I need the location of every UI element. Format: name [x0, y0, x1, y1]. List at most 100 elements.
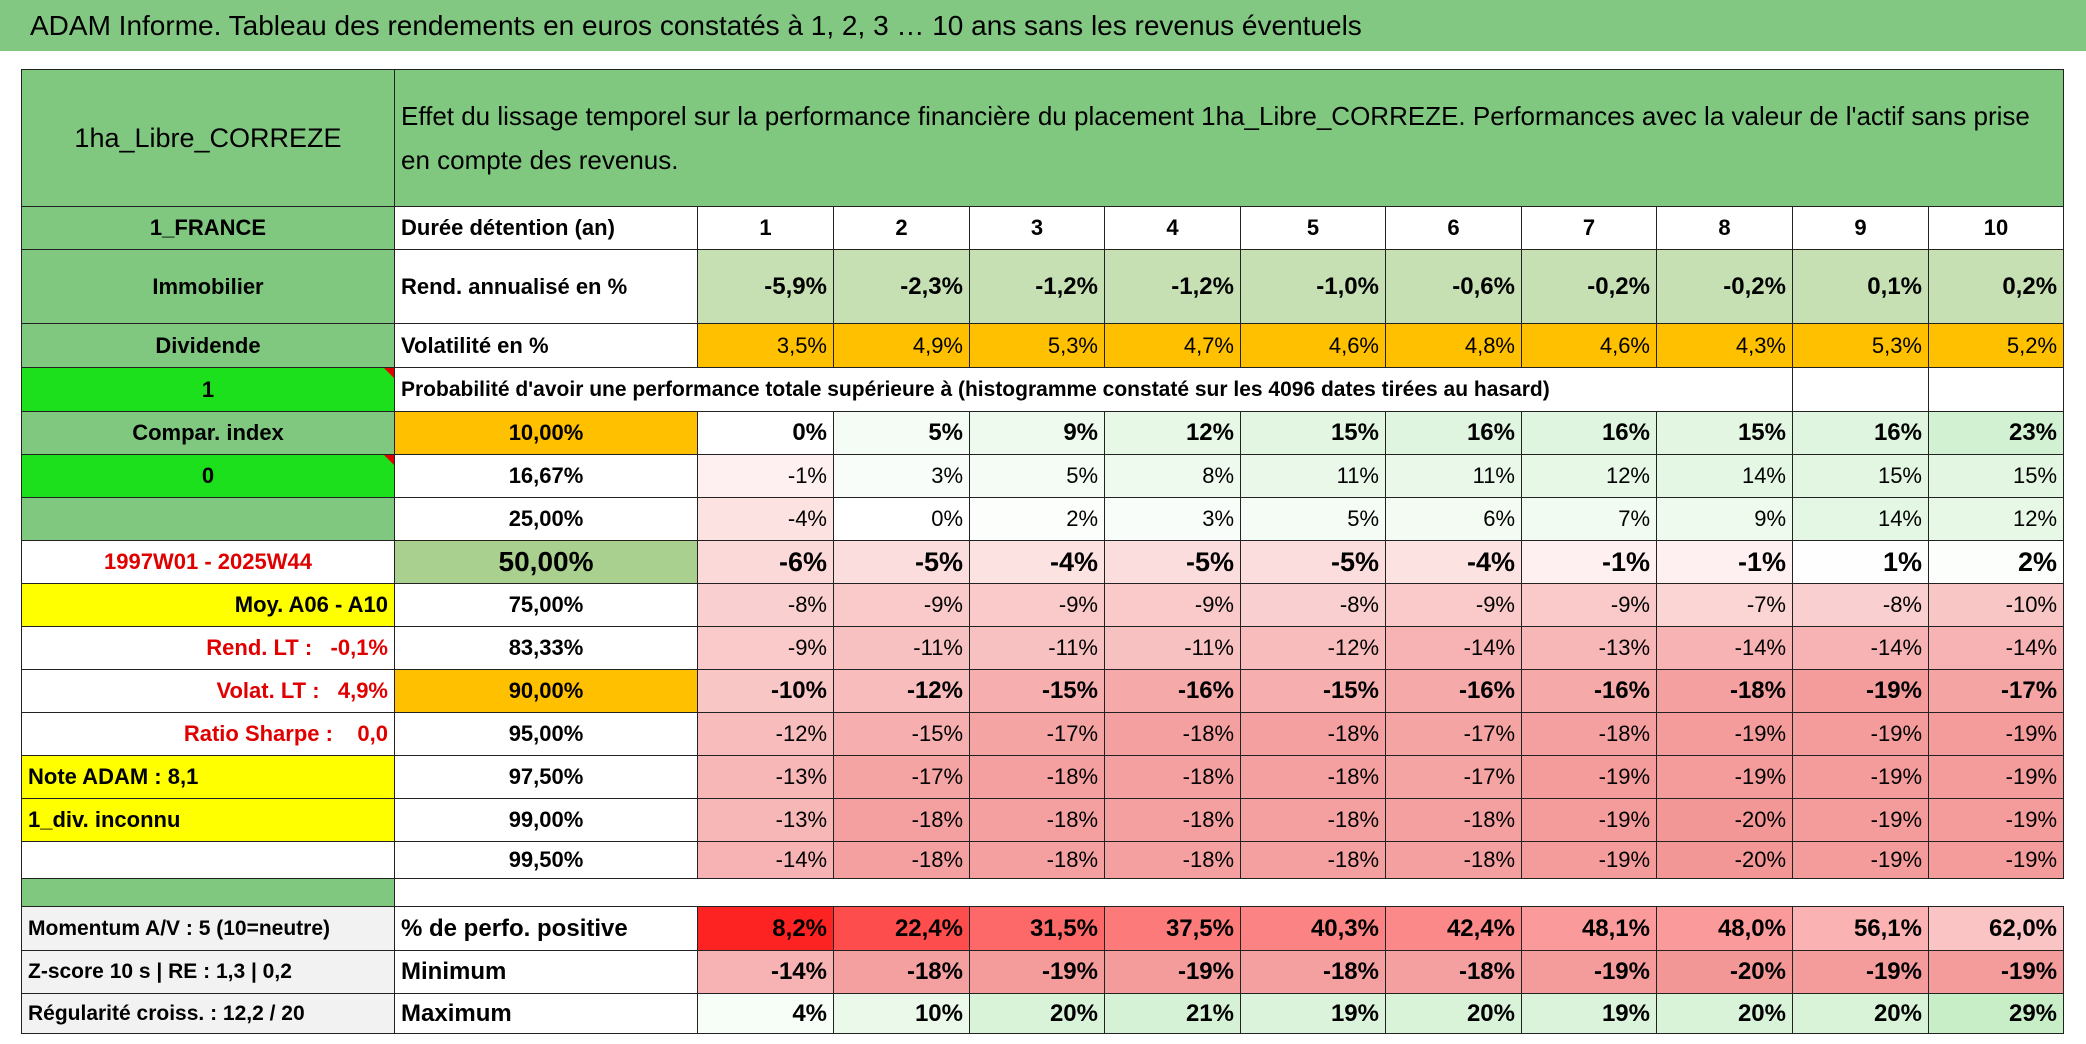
value-cell: 5% — [969, 454, 1105, 498]
value-cell: -1,2% — [1104, 249, 1241, 324]
value-cell: 2 — [833, 206, 970, 250]
value-cell: -6% — [697, 540, 834, 584]
table-row: Immobilier Rend. annualisé en % -5,9% -2,3%… — [21, 249, 2065, 324]
value-cell: 11% — [1385, 454, 1522, 498]
value-cell: 9 — [1792, 206, 1929, 250]
value-cell: -19% — [1792, 712, 1929, 756]
value-cell: -18% — [833, 950, 970, 994]
row-label: 1997W01 - 2025W44 — [21, 540, 395, 584]
value-cell: -19% — [1927, 841, 2065, 879]
value-cell: 15% — [1656, 411, 1793, 455]
row-label: 1_FRANCE — [21, 206, 395, 250]
table-row: Note ADAM : 8,1 97,50% -13% -17% -18% -18% -18… — [21, 755, 2065, 799]
row-caption: 75,00% — [394, 583, 698, 627]
value-cell: -14% — [1927, 626, 2065, 670]
row-label: Immobilier — [21, 249, 395, 324]
table-row: Z-score 10 s | RE : 1,3 | 0,2 Minimum -14%… — [21, 950, 2065, 994]
value-cell: -8% — [1792, 583, 1929, 627]
value-cell: -0,2% — [1656, 249, 1793, 324]
row-caption: 95,00% — [394, 712, 698, 756]
empty-cell — [1792, 367, 1929, 412]
value-cell: 5,3% — [969, 323, 1105, 368]
value-cell: -20% — [1656, 950, 1793, 994]
value-cell: -14% — [1385, 626, 1522, 670]
value-cell: -1,2% — [969, 249, 1105, 324]
row-label: Rend. LT : -0,1% — [21, 626, 395, 670]
corner-label: 1ha_Libre_CORREZE — [21, 69, 395, 207]
value-cell: 5 — [1240, 206, 1386, 250]
value-cell: -18% — [1104, 755, 1241, 799]
value-cell: -11% — [1104, 626, 1241, 670]
summary-label: Régularité croiss. : 12,2 / 20 — [21, 993, 395, 1034]
row-caption: 83,33% — [394, 626, 698, 670]
value-cell: -19% — [1792, 755, 1929, 799]
value-cell: 16% — [1792, 411, 1929, 455]
value-cell: 5,2% — [1927, 323, 2065, 368]
value-cell: -9% — [833, 583, 970, 627]
value-cell: -19% — [1792, 950, 1929, 994]
value-cell: 14% — [1656, 454, 1793, 498]
value-cell: -18% — [1521, 712, 1657, 756]
value-cell: -19% — [1521, 798, 1657, 842]
row-caption: 16,67% — [394, 454, 698, 498]
row-caption: 50,00% — [394, 540, 698, 584]
table-row: Régularité croiss. : 12,2 / 20 Maximum 4% 1… — [21, 993, 2065, 1034]
value-cell: 48,1% — [1521, 906, 1657, 951]
value-cell: -18% — [1240, 712, 1386, 756]
table-row: Ratio Sharpe : 0,0 95,00% -12% -15% -17% -18%… — [21, 712, 2065, 756]
value-cell: -17% — [1385, 712, 1522, 756]
value-cell: 15% — [1927, 454, 2065, 498]
value-cell: -4% — [969, 540, 1105, 584]
value-cell: -19% — [1927, 712, 2065, 756]
value-cell: -17% — [833, 755, 970, 799]
value-cell: -17% — [1927, 669, 2065, 713]
value-cell: -19% — [1792, 669, 1929, 713]
row-label: 0 — [21, 454, 395, 498]
value-cell: -19% — [1927, 950, 2065, 994]
value-cell: -19% — [1927, 798, 2065, 842]
value-cell: 5,3% — [1792, 323, 1929, 368]
description: Effet du lissage temporel sur la perform… — [393, 69, 2065, 207]
title-bar: ADAM Informe. Tableau des rendements en … — [0, 0, 2086, 51]
value-cell: 8,2% — [697, 906, 834, 951]
value-cell: 37,5% — [1104, 906, 1241, 951]
value-cell: 0,1% — [1792, 249, 1929, 324]
value-cell: -19% — [1792, 798, 1929, 842]
value-cell: -18% — [1656, 669, 1793, 713]
value-cell: -12% — [833, 669, 970, 713]
table-row: Compar. index 10,00% 0% 5% 9% 12% 15% 16% 16% 15%… — [21, 411, 2065, 455]
value-cell: 10 — [1927, 206, 2065, 250]
value-cell: -16% — [1385, 669, 1522, 713]
value-cell: 20% — [1792, 993, 1929, 1034]
value-cell: -11% — [833, 626, 970, 670]
value-cell: -0,6% — [1385, 249, 1522, 324]
value-cell: -5% — [1240, 540, 1386, 584]
row-label: Dividende — [21, 323, 395, 368]
row-label: 1_div. inconnu — [21, 798, 395, 842]
row-caption: 99,00% — [394, 798, 698, 842]
row-label: 1 — [21, 367, 395, 412]
value-cell: -4% — [697, 497, 834, 541]
value-cell: -0,2% — [1521, 249, 1657, 324]
value-cell: -12% — [697, 712, 834, 756]
value-cell: -10% — [697, 669, 834, 713]
value-cell: 0% — [833, 497, 970, 541]
value-cell: -14% — [697, 950, 834, 994]
value-cell: -19% — [1521, 841, 1657, 879]
value-cell: -14% — [1792, 626, 1929, 670]
value-cell: -15% — [833, 712, 970, 756]
value-cell: -18% — [1385, 950, 1522, 994]
value-cell: 19% — [1521, 993, 1657, 1034]
table-row: 25,00% -4% 0% 2% 3% 5% 6% 7% 9% 14% 12% — [21, 497, 2065, 541]
value-cell: 2% — [1927, 540, 2065, 584]
value-cell: 16% — [1521, 411, 1657, 455]
value-cell: -19% — [1927, 755, 2065, 799]
value-cell: -10% — [1927, 583, 2065, 627]
table-row: 1_FRANCE Durée détention (an) 1 2 3 4 5 6 7 8 9 10 — [21, 206, 2065, 250]
row-label — [21, 497, 395, 541]
value-cell: -16% — [1104, 669, 1241, 713]
value-cell: -17% — [1385, 755, 1522, 799]
value-cell: -18% — [1104, 798, 1241, 842]
empty-cell — [1927, 367, 2065, 412]
